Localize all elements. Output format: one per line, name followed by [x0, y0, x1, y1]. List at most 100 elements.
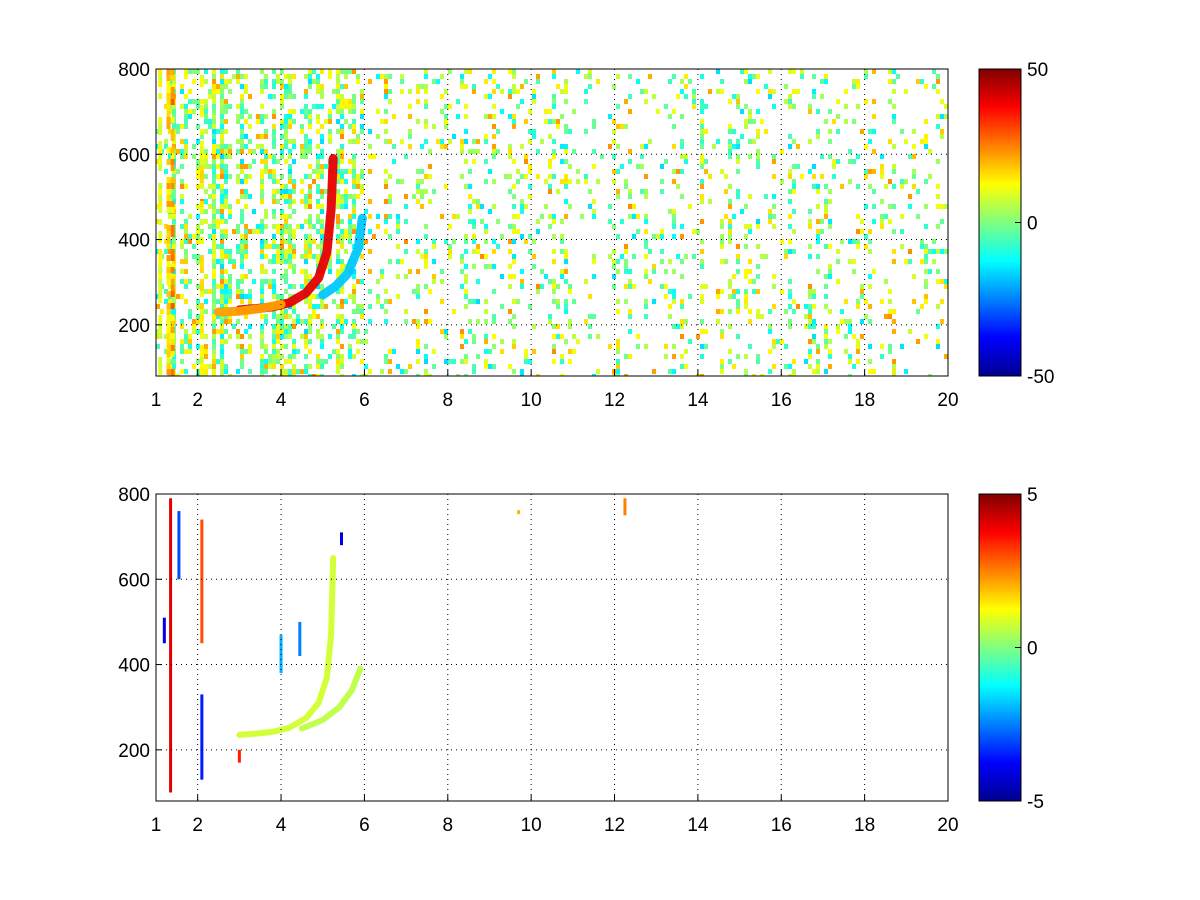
heatmap-cell: [792, 179, 796, 184]
heatmap-cell: [732, 144, 736, 149]
heatmap-cell: [716, 319, 720, 324]
heatmap-cell: [748, 194, 752, 199]
heatmap-cell: [692, 254, 696, 259]
heatmap-cell: [940, 279, 944, 284]
heatmap-cell: [224, 104, 228, 109]
heatmap-cell: [560, 269, 564, 274]
heatmap-cell: [292, 324, 296, 329]
heatmap-cell: [304, 149, 308, 154]
heatmap-cell: [912, 299, 916, 304]
heatmap-cell: [344, 194, 348, 199]
heatmap-cell: [264, 369, 268, 374]
heatmap-cell: [344, 104, 348, 109]
heatmap-cell: [788, 94, 792, 99]
heatmap-cell: [556, 124, 560, 129]
heatmap-cell: [768, 309, 772, 314]
heatmap-cell: [228, 294, 232, 299]
heatmap-cell: [672, 124, 676, 129]
heatmap-cell: [620, 254, 624, 259]
heatmap-cell: [564, 299, 568, 304]
heatmap-cell: [484, 364, 488, 369]
heatmap-cell: [772, 344, 776, 349]
heatmap-cell: [788, 214, 792, 219]
heatmap-cell: [884, 214, 888, 219]
heatmap-cell: [228, 314, 232, 319]
heatmap-cell: [852, 119, 856, 124]
heatmap-cell: [316, 259, 320, 264]
heatmap-cell: [872, 189, 876, 194]
heatmap-cell: [732, 289, 736, 294]
heatmap-band-cell: [166, 237, 171, 243]
heatmap-cell: [680, 194, 684, 199]
heatmap-cell: [228, 374, 232, 376]
heatmap-cell: [732, 294, 736, 299]
heatmap-cell: [320, 154, 324, 159]
x-tick-label: 14: [687, 390, 709, 411]
heatmap-cell: [544, 204, 548, 209]
heatmap-cell: [856, 344, 860, 349]
heatmap-cell: [916, 79, 920, 84]
heatmap-cell: [760, 254, 764, 259]
heatmap-cell: [432, 189, 436, 194]
heatmap-cell: [880, 199, 884, 204]
heatmap-cell: [268, 154, 272, 159]
heatmap-cell: [284, 329, 288, 334]
heatmap-cell: [868, 129, 872, 134]
heatmap-band-cell: [170, 327, 175, 333]
heatmap-cell: [308, 144, 312, 149]
heatmap-cell: [848, 354, 852, 359]
heatmap-cell: [244, 254, 248, 259]
heatmap-cell: [228, 289, 232, 294]
heatmap-cell: [440, 214, 444, 219]
heatmap-cell: [812, 164, 816, 169]
heatmap-cell: [808, 339, 812, 344]
heatmap-cell: [204, 299, 208, 304]
heatmap-cell: [528, 304, 532, 309]
heatmap-cell: [916, 339, 920, 344]
heatmap-cell: [884, 314, 888, 319]
heatmap-cell: [400, 79, 404, 84]
heatmap-cell: [672, 344, 676, 349]
heatmap-cell: [320, 164, 324, 169]
heatmap-cell: [520, 84, 524, 89]
heatmap-cell: [848, 259, 852, 264]
heatmap-cell: [768, 329, 772, 334]
heatmap-cell: [628, 149, 632, 154]
heatmap-cell: [260, 289, 264, 294]
heatmap-cell: [264, 254, 268, 259]
heatmap-cell: [772, 339, 776, 344]
heatmap-cell: [508, 274, 512, 279]
heatmap-cell: [364, 209, 368, 214]
heatmap-cell: [248, 164, 252, 169]
heatmap-cell: [236, 279, 240, 284]
heatmap-cell: [700, 319, 704, 324]
heatmap-cell: [808, 104, 812, 109]
heatmap-cell: [944, 114, 948, 119]
heatmap-cell: [280, 239, 284, 244]
heatmap-cell: [788, 374, 792, 376]
heatmap-cell: [236, 369, 240, 374]
heatmap-cell: [868, 249, 872, 254]
heatmap-cell: [288, 214, 292, 219]
heatmap-cell: [408, 129, 412, 134]
heatmap-cell: [900, 244, 904, 249]
heatmap-cell: [180, 239, 184, 244]
heatmap-cell: [820, 79, 824, 84]
heatmap-cell: [320, 364, 324, 369]
heatmap-cell: [204, 209, 208, 214]
heatmap-cell: [652, 369, 656, 374]
heatmap-cell: [460, 269, 464, 274]
heatmap-cell: [616, 144, 620, 149]
heatmap-cell: [816, 189, 820, 194]
heatmap-cell: [328, 109, 332, 114]
heatmap-cell: [880, 164, 884, 169]
heatmap-cell: [788, 189, 792, 194]
heatmap-cell: [644, 304, 648, 309]
heatmap-cell: [908, 259, 912, 264]
heatmap-cell: [212, 344, 216, 349]
heatmap-cell: [236, 224, 240, 229]
heatmap-cell: [412, 194, 416, 199]
heatmap-cell: [756, 359, 760, 364]
heatmap-cell: [284, 184, 288, 189]
heatmap-cell: [312, 239, 316, 244]
